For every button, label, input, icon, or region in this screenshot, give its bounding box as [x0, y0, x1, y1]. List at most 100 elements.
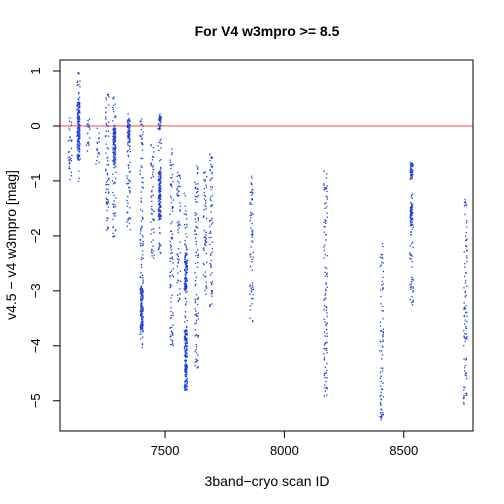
data-point: [196, 293, 198, 296]
data-point: [197, 318, 199, 320]
data-point: [381, 257, 384, 260]
data-point: [194, 285, 196, 287]
data-point: [323, 299, 325, 301]
data-point: [465, 375, 468, 377]
data-point: [249, 284, 251, 286]
data-point: [195, 344, 197, 346]
data-point: [142, 295, 144, 297]
data-point: [113, 235, 116, 237]
data-point: [158, 189, 160, 192]
data-point: [379, 325, 382, 327]
data-point: [169, 164, 171, 166]
data-point: [79, 96, 81, 99]
data-point: [140, 338, 142, 340]
data-point: [78, 72, 80, 74]
data-point: [77, 154, 79, 156]
data-point: [140, 200, 142, 202]
data-point: [142, 254, 144, 256]
data-point: [326, 190, 328, 193]
data-point: [139, 238, 141, 241]
data-point: [77, 150, 79, 152]
data-point: [197, 167, 199, 169]
data-point: [151, 159, 153, 161]
data-point: [464, 338, 466, 340]
data-point: [177, 272, 179, 274]
x-tick-label: 7500: [151, 443, 180, 458]
data-point: [114, 144, 116, 146]
data-point: [142, 143, 144, 145]
data-point: [205, 281, 207, 284]
data-point: [78, 159, 80, 161]
data-point: [76, 132, 78, 134]
data-point: [205, 208, 207, 210]
data-point: [129, 138, 131, 140]
data-point: [127, 218, 129, 220]
data-point: [184, 244, 186, 246]
data-point: [68, 120, 71, 123]
data-point: [186, 265, 188, 267]
data-point: [107, 160, 109, 162]
data-point: [184, 297, 186, 300]
data-point: [379, 321, 382, 323]
data-point: [178, 223, 180, 225]
data-point: [142, 325, 144, 327]
data-point: [160, 190, 162, 193]
data-point: [323, 246, 325, 248]
data-point: [150, 144, 152, 146]
data-point: [68, 156, 71, 158]
data-point: [325, 195, 327, 197]
data-point: [141, 324, 144, 326]
data-point: [185, 389, 187, 391]
x-axis: 7500 8000 8500: [151, 431, 418, 458]
data-point: [323, 331, 326, 333]
data-point: [184, 279, 187, 281]
data-point: [194, 272, 196, 274]
data-point: [158, 115, 160, 117]
data-point: [170, 284, 172, 286]
data-point: [170, 249, 173, 251]
data-point: [184, 315, 186, 317]
data-point: [170, 307, 172, 309]
data-point: [186, 341, 188, 344]
data-point: [382, 245, 384, 248]
data-point: [140, 220, 142, 222]
data-point: [114, 182, 116, 184]
data-point: [409, 213, 412, 215]
data-point: [195, 225, 197, 228]
data-point: [69, 129, 71, 131]
data-point: [183, 338, 185, 341]
data-point: [184, 388, 187, 390]
data-point: [157, 127, 159, 130]
data-point: [465, 325, 467, 328]
data-point: [466, 285, 468, 287]
data-point: [186, 267, 188, 270]
data-point: [184, 346, 186, 348]
data-point: [209, 230, 212, 232]
data-point: [409, 169, 411, 172]
data-point: [196, 213, 198, 215]
data-point: [209, 169, 212, 172]
data-point: [325, 177, 328, 179]
data-point: [411, 208, 413, 211]
data-point: [411, 221, 413, 223]
data-point: [466, 338, 468, 340]
data-point: [184, 224, 186, 226]
data-point: [158, 203, 160, 206]
data-point: [141, 303, 143, 305]
data-point: [197, 249, 199, 251]
data-point: [185, 247, 187, 249]
data-point: [76, 130, 78, 133]
data-point: [465, 392, 467, 395]
data-point: [464, 340, 466, 343]
data-point: [171, 341, 174, 343]
data-point: [141, 328, 143, 330]
data-point: [112, 134, 115, 136]
data-point: [324, 219, 326, 221]
data-point: [324, 366, 326, 369]
data-point: [78, 115, 80, 117]
data-point: [141, 256, 143, 259]
data-point: [203, 172, 205, 174]
data-point: [203, 209, 205, 211]
data-point: [158, 194, 161, 197]
data-point: [140, 306, 142, 308]
